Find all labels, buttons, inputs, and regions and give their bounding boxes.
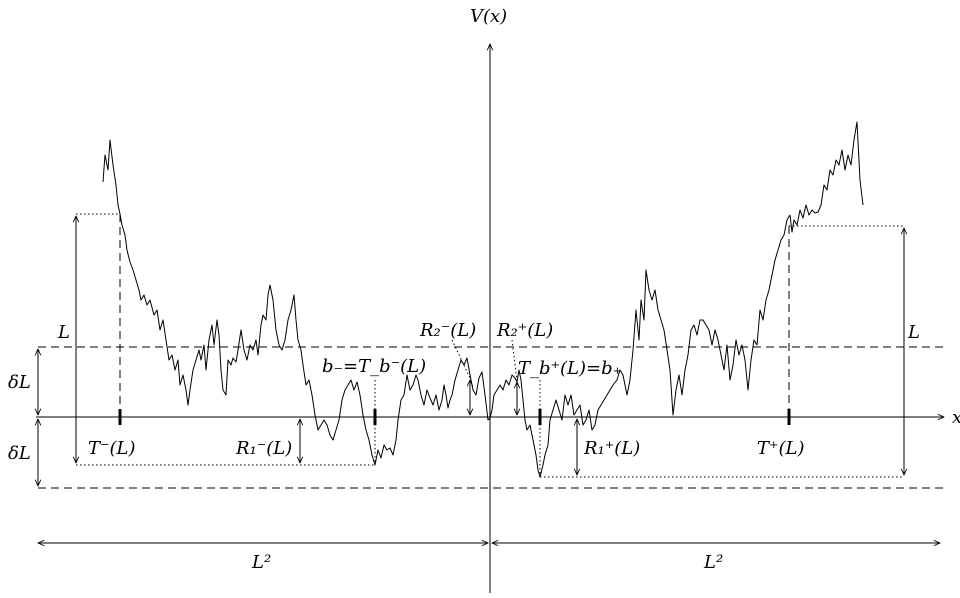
b-minus-tick (373, 409, 377, 425)
b-plus-tick (538, 409, 542, 425)
deltaL-upper-label: δL (8, 372, 31, 393)
r2-plus-label: R₂⁺(L) (496, 320, 553, 341)
r2-minus-label: R₂⁻(L) (419, 320, 476, 341)
L-right-label: L (907, 322, 920, 343)
L2-left-label: L² (251, 552, 271, 573)
r1-minus-label: R₁⁻(L) (235, 438, 292, 459)
r2-plus-leader (511, 339, 518, 381)
r2-minus-leader (451, 339, 471, 379)
deltaL-lower-label: δL (8, 443, 31, 464)
y-axis-label: V(x) (470, 6, 507, 27)
t-minus-label: T⁻(L) (88, 438, 136, 459)
b-minus-label: b₋=T_b⁻(L) (322, 356, 426, 377)
t-plus-label: T⁺(L) (757, 438, 805, 459)
t-minus-tick (118, 409, 122, 425)
L2-right-label: L² (703, 552, 723, 573)
x-axis-label: x (952, 407, 960, 428)
b-plus-label: T_b⁺(L)=b₊ (518, 358, 622, 379)
r1-plus-label: R₁⁺(L) (583, 438, 640, 459)
t-plus-tick (787, 409, 791, 425)
potential-path (102, 121, 864, 478)
L-left-label: L (57, 322, 70, 343)
